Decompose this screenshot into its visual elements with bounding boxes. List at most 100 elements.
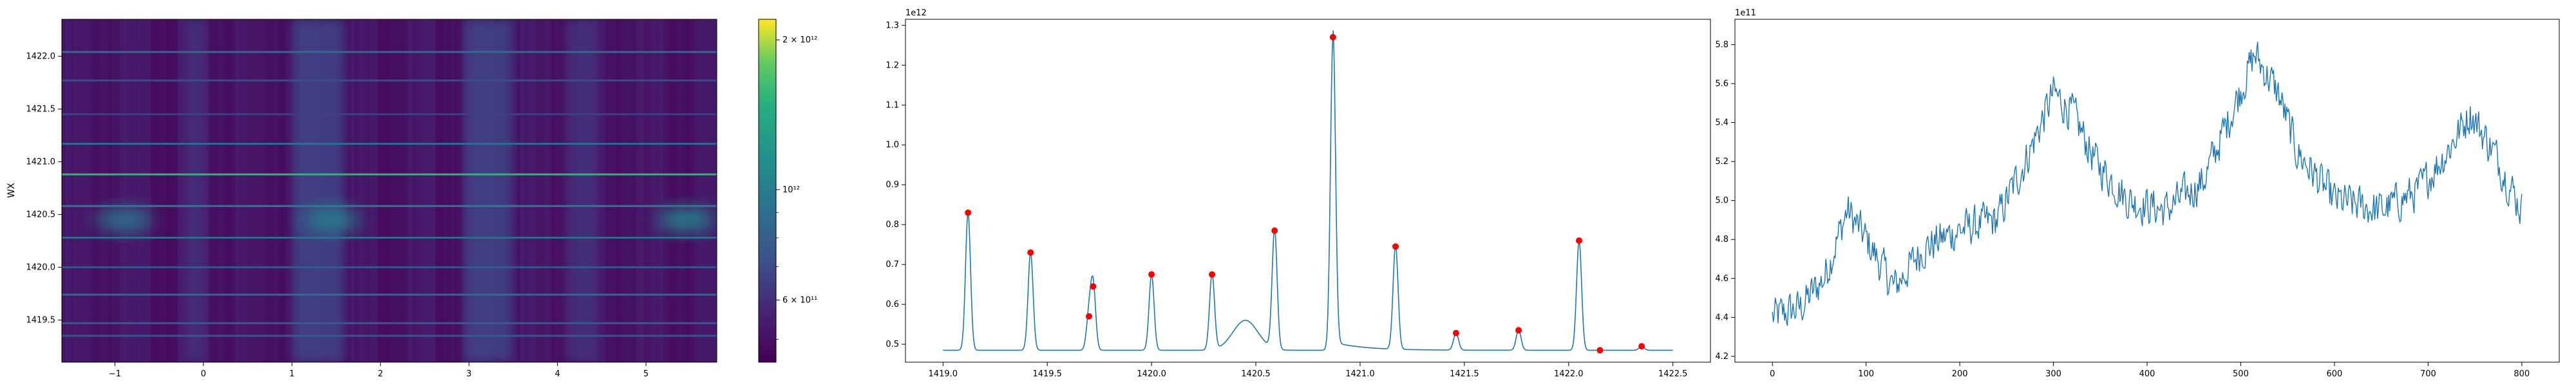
heatmap-stripe	[659, 19, 663, 362]
heatmap-stripe	[115, 19, 120, 362]
heatmap-horizontal-line	[62, 322, 717, 324]
heatmap-stripe	[208, 19, 213, 362]
heatmap-stripe	[135, 19, 140, 362]
heatmap-stripe	[597, 19, 602, 362]
heatmap-x-tick-label: 0	[201, 369, 206, 379]
heatmap-stripe	[166, 19, 171, 362]
heatmap-stripe	[146, 19, 151, 362]
noise-y-ticks: 4.2 4.4 4.6 4.8 5.0 5.2 5.4 5.6 5.8	[1715, 40, 1735, 362]
heatmap-area	[62, 19, 717, 362]
peak-marker	[1027, 249, 1034, 256]
heatmap-stripe	[366, 19, 371, 362]
heatmap-stripe	[705, 19, 710, 362]
noise-y-tick-label: 5.8	[1715, 40, 1728, 50]
peaks-x-tick-label: 1422.0	[1554, 369, 1584, 379]
heatmap-y-tick-label: 1420.5	[26, 210, 56, 219]
heatmap-stripe	[674, 19, 679, 362]
peak-marker	[1515, 327, 1522, 334]
peaks-offset-label: 1e12	[905, 8, 927, 18]
heatmap-stripe	[142, 19, 147, 362]
peaks-y-tick-label: 0.5	[886, 340, 899, 349]
peaks-x-tick-label: 1420.5	[1241, 369, 1271, 379]
noise-series-line	[1772, 41, 2523, 326]
heatmap-stripe	[343, 19, 348, 362]
heatmap-stripe	[111, 19, 117, 362]
heatmap-vertical-band	[292, 19, 345, 362]
peak-marker	[1148, 271, 1155, 278]
heatmap-stripe	[243, 19, 247, 362]
heatmap-stripe	[601, 19, 606, 362]
heatmap-stripe	[701, 19, 706, 362]
heatmap-stripe	[447, 19, 451, 362]
heatmap-stripe	[231, 19, 236, 362]
heatmap-stripe	[289, 19, 294, 362]
heatmap-stripe	[88, 19, 93, 362]
peaks-x-tick-label: 1420.0	[1137, 369, 1166, 379]
colorbar-tick-label: 10¹²	[782, 185, 800, 195]
peaks-y-tick-label: 0.7	[886, 260, 899, 270]
heatmap-stripe	[223, 19, 228, 362]
heatmap-stripe	[404, 19, 409, 362]
heatmap-stripe	[647, 19, 652, 362]
heatmap-stripe	[443, 19, 448, 362]
heatmap-stripe	[212, 19, 216, 362]
noise-y-tick-label: 4.8	[1715, 235, 1728, 244]
heatmap-stripe	[158, 19, 163, 362]
heatmap-stripe	[177, 19, 182, 362]
heatmap-stripe	[667, 19, 671, 362]
heatmap-stripe	[162, 19, 167, 362]
heatmap-stripe	[451, 19, 455, 362]
heatmap-stripe	[254, 19, 259, 362]
heatmap-horizontal-line	[62, 143, 717, 145]
heatmap-stripe	[96, 19, 101, 362]
heatmap-stripe	[173, 19, 178, 362]
noise-x-tick-label: 800	[2514, 369, 2530, 379]
heatmap-stripe	[362, 19, 367, 362]
heatmap-stripe	[416, 19, 421, 362]
heatmap-stripe	[694, 19, 698, 362]
noise-x-tick-label: 0	[1770, 369, 1775, 379]
heatmap-stripe	[127, 19, 132, 362]
noise-x-tick-label: 100	[1858, 369, 1874, 379]
heatmap-stripe	[455, 19, 459, 362]
heatmap-stripe	[69, 19, 74, 362]
peaks-x-tick-label: 1421.5	[1450, 369, 1479, 379]
peaks-y-tick-label: 1.2	[886, 60, 899, 70]
heatmap-stripe	[150, 19, 155, 362]
heatmap-blob	[656, 208, 715, 232]
heatmap-stripe	[651, 19, 656, 362]
heatmap-stripe	[628, 19, 632, 362]
heatmap-stripe	[235, 19, 240, 362]
heatmap-stripe	[682, 19, 687, 362]
heatmap-x-tick-label: 1	[289, 369, 294, 379]
heatmap-stripe	[620, 19, 625, 362]
heatmap-stripe	[270, 19, 274, 362]
heatmap-stripe	[262, 19, 267, 362]
heatmap-vertical-band	[566, 19, 598, 362]
peak-marker	[965, 209, 972, 216]
peaks-frame	[905, 19, 1711, 363]
heatmap-stripe	[547, 19, 552, 362]
heatmap-stripe	[389, 19, 393, 362]
peak-marker	[1638, 343, 1645, 350]
heatmap-horizontal-line	[62, 335, 717, 337]
heatmap-stripe	[73, 19, 78, 362]
heatmap-stripe	[397, 19, 401, 362]
heatmap-horizontal-line	[62, 79, 717, 82]
colorbar-tick-label: 6 × 10¹¹	[782, 295, 817, 305]
peaks-line	[943, 30, 1673, 351]
heatmap-stripe	[512, 19, 517, 362]
heatmap-stripe	[609, 19, 613, 362]
heatmap-stripe	[274, 19, 278, 362]
noise-y-tick-label: 5.4	[1715, 118, 1728, 128]
peaks-x-tick-label: 1422.5	[1658, 369, 1688, 379]
heatmap-stripe	[605, 19, 609, 362]
heatmap-stripe	[439, 19, 444, 362]
peak-marker	[1452, 329, 1459, 336]
heatmap-stripe	[643, 19, 648, 362]
peaks-y-tick-label: 0.6	[886, 300, 899, 309]
heatmap-stripe	[412, 19, 417, 362]
heatmap-stripe	[435, 19, 440, 362]
heatmap-y-tick-label: 1422.0	[26, 51, 56, 61]
